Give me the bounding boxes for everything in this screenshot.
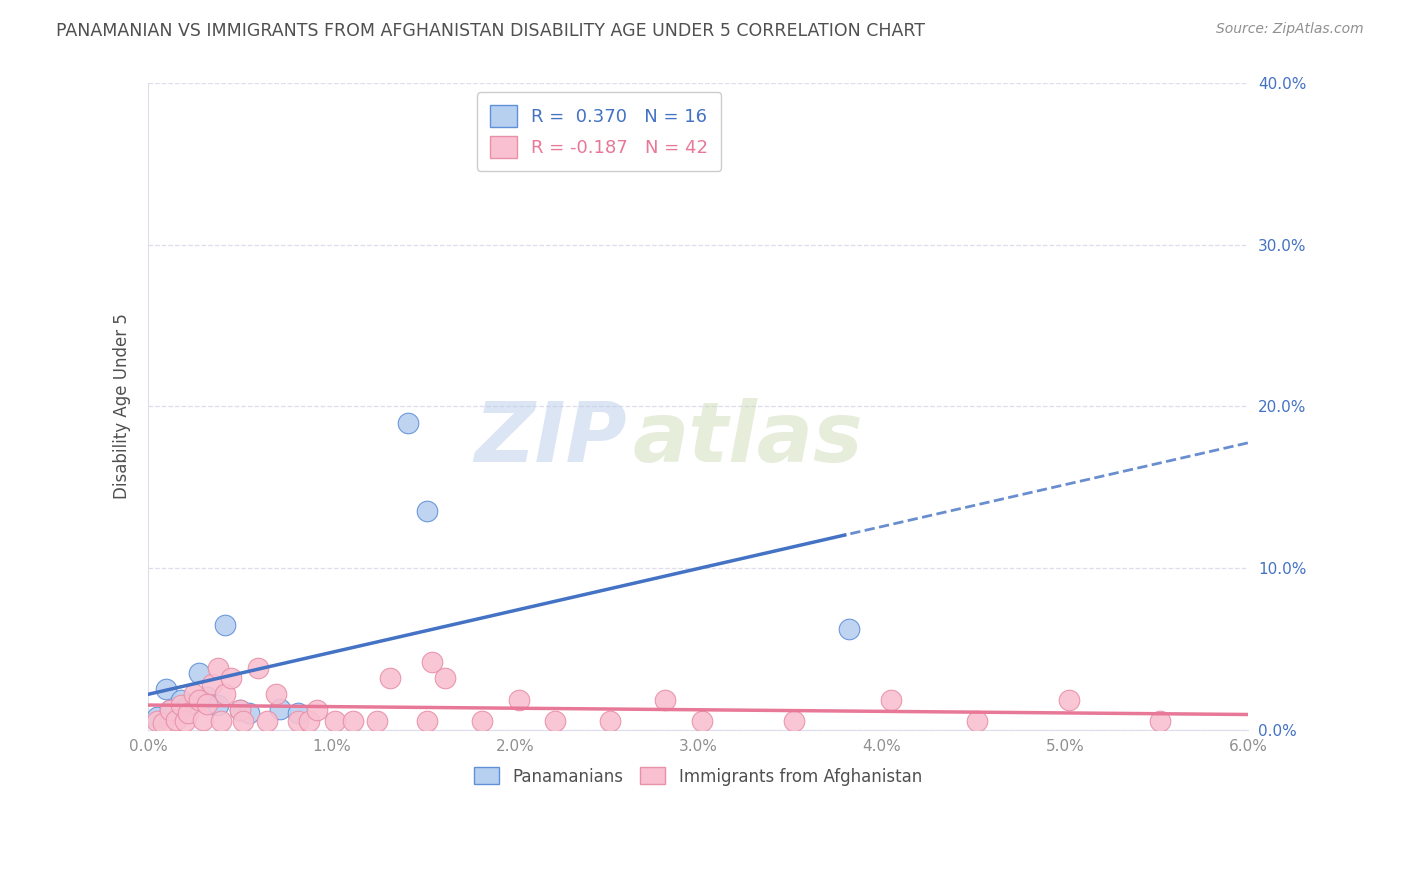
Point <box>266 687 288 701</box>
Point <box>342 714 364 729</box>
Point <box>146 709 169 723</box>
Point <box>177 698 200 713</box>
Point <box>238 706 260 721</box>
Point <box>305 703 328 717</box>
Point <box>207 698 229 713</box>
Point <box>269 701 291 715</box>
Point <box>1057 693 1080 707</box>
Point <box>195 697 218 711</box>
Point <box>159 703 181 717</box>
Point <box>247 661 270 675</box>
Point <box>880 693 903 707</box>
Text: PANAMANIAN VS IMMIGRANTS FROM AFGHANISTAN DISABILITY AGE UNDER 5 CORRELATION CHA: PANAMANIAN VS IMMIGRANTS FROM AFGHANISTA… <box>56 22 925 40</box>
Point <box>366 714 388 729</box>
Y-axis label: Disability Age Under 5: Disability Age Under 5 <box>114 313 131 500</box>
Point <box>173 714 195 729</box>
Point <box>323 714 346 729</box>
Point <box>207 661 229 675</box>
Point <box>416 504 439 518</box>
Point <box>378 671 401 685</box>
Point <box>508 693 530 707</box>
Text: Source: ZipAtlas.com: Source: ZipAtlas.com <box>1216 22 1364 37</box>
Point <box>188 693 211 707</box>
Point <box>420 655 443 669</box>
Point <box>188 665 211 680</box>
Text: atlas: atlas <box>633 398 863 479</box>
Point <box>1149 714 1171 729</box>
Point <box>434 671 457 685</box>
Point <box>170 693 193 707</box>
Point <box>966 714 988 729</box>
Point <box>654 693 676 707</box>
Point <box>782 714 804 729</box>
Point <box>165 713 187 727</box>
Point <box>155 682 177 697</box>
Point <box>229 703 252 717</box>
Point <box>256 714 278 729</box>
Point <box>471 714 494 729</box>
Point <box>209 714 232 729</box>
Point <box>146 714 169 729</box>
Point <box>599 714 621 729</box>
Point <box>219 671 242 685</box>
Point <box>191 713 214 727</box>
Point <box>298 714 321 729</box>
Point <box>838 623 860 637</box>
Point <box>177 706 200 721</box>
Point <box>195 690 218 705</box>
Point <box>287 714 309 729</box>
Point <box>690 714 713 729</box>
Point <box>229 703 252 717</box>
Text: ZIP: ZIP <box>474 398 627 479</box>
Point <box>201 677 224 691</box>
Point <box>287 706 309 721</box>
Point <box>214 687 236 701</box>
Point <box>170 698 193 713</box>
Point <box>232 714 254 729</box>
Point <box>214 617 236 632</box>
Point <box>398 416 420 430</box>
Point <box>183 687 205 701</box>
Point <box>152 716 174 731</box>
Point <box>159 703 181 717</box>
Point <box>544 714 567 729</box>
Point <box>416 714 439 729</box>
Legend: Panamanians, Immigrants from Afghanistan: Panamanians, Immigrants from Afghanistan <box>468 761 929 792</box>
